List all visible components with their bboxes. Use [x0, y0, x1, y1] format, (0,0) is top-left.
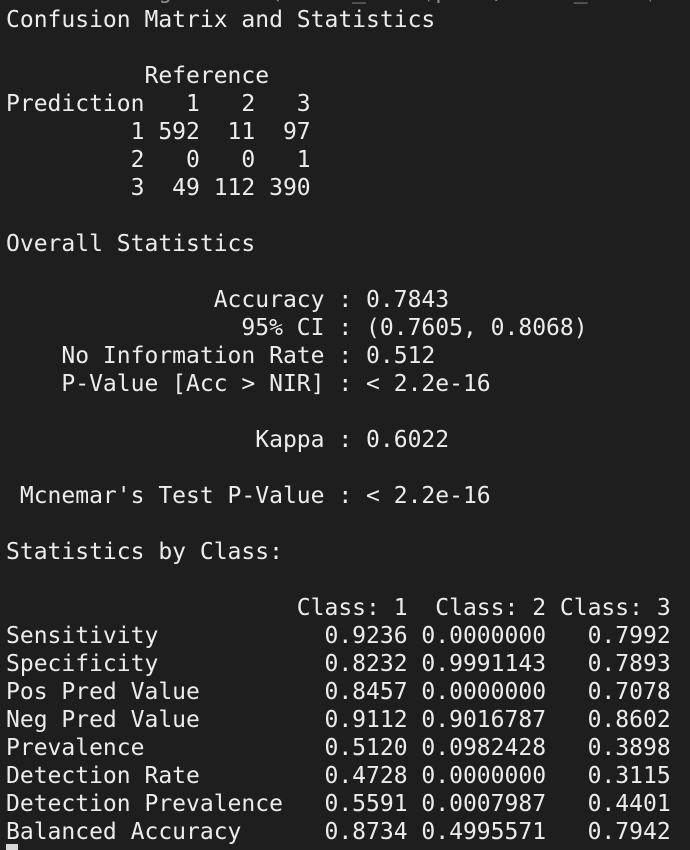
- class-row-balanced-accuracy: Balanced Accuracy 0.8734 0.4995571 0.794…: [6, 819, 671, 845]
- output-line-title: Confusion Matrix and Statistics: [6, 7, 435, 33]
- confusion-prediction-header: Prediction 1 2 3: [6, 91, 311, 117]
- stat-p-value: P-Value [Acc > NIR] : < 2.2e-16: [6, 371, 491, 397]
- class-row-detection-prevalence: Detection Prevalence 0.5591 0.0007987 0.…: [6, 791, 671, 817]
- statistics-by-class-heading: Statistics by Class:: [6, 539, 283, 565]
- class-row-pos-pred-value: Pos Pred Value 0.8457 0.0000000 0.7078: [6, 679, 671, 705]
- class-row-specificity: Specificity 0.8232 0.9991143 0.7893: [6, 651, 671, 677]
- stat-mcnemar-p-value: Mcnemar's Test P-Value : < 2.2e-16: [6, 483, 491, 509]
- clipped-previous-line: ...regression(trial_data$pred, test_data…: [6, 0, 690, 5]
- stat-kappa: Kappa : 0.6022: [6, 427, 449, 453]
- prompt-cursor: [6, 844, 18, 850]
- stat-accuracy: Accuracy : 0.7843: [6, 287, 449, 313]
- confusion-row-1: 1 592 11 97: [6, 119, 311, 145]
- confusion-row-2: 2 0 0 1: [6, 147, 311, 173]
- confusion-reference-header: Reference: [6, 63, 269, 89]
- class-columns-header: Class: 1 Class: 2 Class: 3: [6, 595, 671, 621]
- class-row-prevalence: Prevalence 0.5120 0.0982428 0.3898: [6, 735, 671, 761]
- console-output[interactable]: Confusion Matrix and Statistics Referenc…: [6, 6, 671, 846]
- class-row-sensitivity: Sensitivity 0.9236 0.0000000 0.7992: [6, 623, 671, 649]
- stat-confidence-interval: 95% CI : (0.7605, 0.8068): [6, 315, 588, 341]
- class-row-detection-rate: Detection Rate 0.4728 0.0000000 0.3115: [6, 763, 671, 789]
- stat-no-information-rate: No Information Rate : 0.512: [6, 343, 435, 369]
- class-row-neg-pred-value: Neg Pred Value 0.9112 0.9016787 0.8602: [6, 707, 671, 733]
- overall-statistics-heading: Overall Statistics: [6, 231, 255, 257]
- confusion-row-3: 3 49 112 390: [6, 175, 311, 201]
